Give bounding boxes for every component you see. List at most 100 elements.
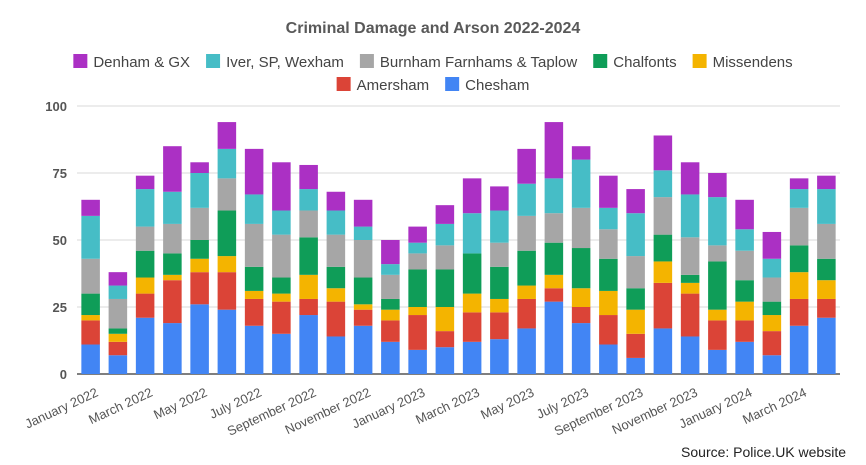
- bar-segment: [789, 298, 809, 326]
- bar-segment: [680, 194, 700, 238]
- bar-segment: [571, 248, 591, 289]
- bar-segment: [244, 148, 264, 195]
- bar-stack: [326, 191, 346, 374]
- bar-stack: [762, 231, 782, 374]
- bar-segment: [626, 189, 645, 214]
- legend-swatch: [445, 77, 460, 91]
- bar-segment: [272, 293, 291, 302]
- bar-segment: [462, 178, 482, 214]
- bar-segment: [326, 336, 346, 374]
- bar-segment: [108, 333, 128, 342]
- bar-segment: [435, 331, 455, 348]
- bar-segment: [381, 264, 400, 275]
- bar-stack: [544, 122, 564, 374]
- bar-segment: [599, 315, 618, 345]
- bar-segment: [272, 277, 291, 294]
- bar-segment: [544, 288, 564, 302]
- bar-segment: [108, 285, 128, 299]
- legend-swatch: [593, 54, 608, 68]
- bar-segment: [517, 148, 536, 184]
- legend-swatch: [73, 54, 88, 68]
- legend-label: Chalfonts: [613, 54, 676, 71]
- bar-segment: [81, 215, 100, 259]
- bar-segment: [680, 162, 700, 195]
- bar-stack: [217, 122, 237, 374]
- bar-segment: [626, 213, 645, 257]
- bar-segment: [190, 240, 209, 259]
- bar-segment: [163, 253, 182, 275]
- bar-segment: [353, 226, 373, 240]
- bar-segment: [653, 197, 673, 235]
- bar-stack: [163, 146, 182, 374]
- bar-stack: [626, 189, 645, 374]
- bar-stack: [435, 205, 455, 374]
- bar-stack: [517, 148, 536, 374]
- bar-segment: [517, 298, 536, 329]
- bar-segment: [381, 240, 400, 265]
- legend-label: Missendens: [713, 54, 793, 71]
- bar-segment: [653, 135, 673, 171]
- bar-segment: [817, 175, 836, 190]
- bar-segment: [653, 282, 673, 329]
- bar-segment: [817, 223, 836, 259]
- bar-segment: [81, 293, 100, 316]
- bar-stack: [462, 178, 482, 374]
- bar-stack: [190, 162, 209, 374]
- bar-segment: [571, 307, 591, 324]
- bar-segment: [708, 349, 727, 374]
- bar-segment: [108, 272, 128, 286]
- bar-segment: [408, 226, 427, 243]
- bar-segment: [762, 355, 782, 374]
- bar-segment: [462, 341, 482, 374]
- bar-segment: [490, 210, 509, 243]
- bar-segment: [272, 301, 291, 334]
- y-tick-label: 25: [53, 300, 67, 315]
- bar-segment: [408, 349, 427, 374]
- bar-segment: [789, 325, 809, 374]
- bar-segment: [762, 301, 782, 316]
- bar-segment: [571, 288, 591, 307]
- bar-segment: [789, 189, 809, 208]
- bar-segment: [217, 122, 237, 149]
- bar-segment: [244, 194, 264, 224]
- bar-segment: [435, 205, 455, 224]
- bar-segment: [653, 261, 673, 283]
- bar-segment: [353, 309, 373, 326]
- bar-stack: [81, 199, 100, 374]
- bar-stack: [708, 173, 727, 374]
- bar-segment: [789, 207, 809, 246]
- legend-item: Amersham: [336, 77, 430, 94]
- bar-segment: [571, 323, 591, 374]
- legend-item: Chalfonts: [593, 54, 677, 71]
- bar-segment: [653, 170, 673, 198]
- bar-segment: [299, 210, 318, 238]
- bar-segment: [108, 341, 128, 356]
- bar-segment: [708, 309, 727, 321]
- bar-segment: [326, 234, 346, 267]
- bar-segment: [163, 274, 182, 281]
- legend-item: Iver, SP, Wexham: [206, 54, 344, 71]
- legend-label: Amersham: [357, 77, 430, 94]
- y-tick-label: 75: [53, 166, 67, 181]
- bar-segment: [789, 245, 809, 273]
- bar-segment: [81, 315, 100, 321]
- bar-segment: [135, 189, 155, 227]
- bar-segment: [817, 258, 836, 281]
- bar-segment: [217, 210, 237, 257]
- bar-stack: [789, 178, 809, 374]
- bar-segment: [462, 312, 482, 342]
- bar-segment: [517, 250, 536, 286]
- bar-segment: [381, 341, 400, 374]
- bar-segment: [353, 240, 373, 278]
- bar-segment: [408, 253, 427, 270]
- bar-segment: [490, 312, 509, 340]
- legend-item: Burnham Farnhams & Taplow: [359, 54, 577, 71]
- bar-segment: [272, 210, 291, 235]
- bar-stack: [299, 164, 318, 374]
- bar-segment: [735, 250, 754, 281]
- bar-segment: [599, 207, 618, 230]
- legend-label: Iver, SP, Wexham: [226, 54, 344, 71]
